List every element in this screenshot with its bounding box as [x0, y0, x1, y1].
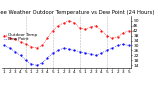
Title: Milwaukee Weather Outdoor Temperature vs Dew Point (24 Hours): Milwaukee Weather Outdoor Temperature vs… — [0, 10, 154, 15]
Legend: Outdoor Temp, Dew Point: Outdoor Temp, Dew Point — [4, 32, 38, 42]
